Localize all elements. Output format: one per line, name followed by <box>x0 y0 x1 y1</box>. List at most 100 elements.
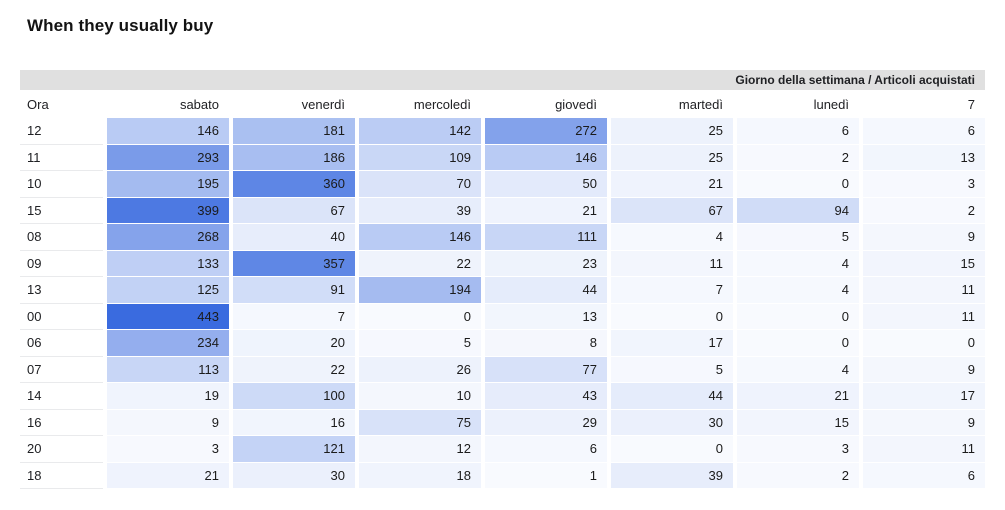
heatmap-cell: 44 <box>485 277 607 304</box>
heatmap-cell: 11 <box>611 250 733 277</box>
table-row: 00 443 7 0 13 0 0 11 <box>20 303 985 330</box>
row-label: 08 <box>20 224 103 251</box>
row-label: 00 <box>20 304 103 330</box>
heatmap-cell: 4 <box>737 250 859 277</box>
heatmap-cell: 6 <box>863 462 985 489</box>
heatmap-cell: 5 <box>737 224 859 251</box>
row-label: 18 <box>20 463 103 489</box>
heatmap-cell: 399 <box>107 197 229 224</box>
heatmap-cell: 360 <box>233 171 355 198</box>
heatmap-cell: 70 <box>359 171 481 198</box>
heatmap-cell: 29 <box>485 409 607 436</box>
column-header-lunedi[interactable]: lunedì <box>813 96 849 112</box>
row-label: 07 <box>20 357 103 383</box>
table-row: 16 9 16 75 29 30 15 9 <box>20 409 985 436</box>
heatmap-cell: 91 <box>233 277 355 304</box>
heatmap-cell: 268 <box>107 224 229 251</box>
heatmap-cell: 111 <box>485 224 607 251</box>
table-header-band-label: Giorno della settimana / Articoli acquis… <box>735 73 975 87</box>
heatmap-cell: 11 <box>863 303 985 330</box>
heatmap-cell: 30 <box>611 409 733 436</box>
heatmap-cell: 6 <box>863 118 985 145</box>
heatmap-cell: 11 <box>863 277 985 304</box>
table-row: 18 21 30 18 1 39 2 6 <box>20 462 985 489</box>
table-row: 08 268 40 146 111 4 5 9 <box>20 224 985 251</box>
heatmap-cell: 16 <box>233 409 355 436</box>
heatmap-cell: 4 <box>737 277 859 304</box>
row-label: 16 <box>20 410 103 436</box>
row-label: 12 <box>20 118 103 145</box>
heatmap-cell: 50 <box>485 171 607 198</box>
heatmap-cell: 357 <box>233 250 355 277</box>
table-row: 14 19 100 10 43 44 21 17 <box>20 383 985 410</box>
heatmap-cell: 26 <box>359 356 481 383</box>
column-header-martedi[interactable]: martedì <box>678 96 723 112</box>
table-row: 15 399 67 39 21 67 94 2 <box>20 197 985 224</box>
heatmap-cell: 94 <box>737 197 859 224</box>
heatmap-cell: 39 <box>359 197 481 224</box>
row-label: 11 <box>20 145 103 171</box>
row-label: 20 <box>20 436 103 463</box>
heatmap-cell: 6 <box>485 436 607 463</box>
heatmap-cell: 2 <box>737 144 859 171</box>
heatmap-cell: 146 <box>107 118 229 145</box>
column-header-mercoledi[interactable]: mercoledì <box>413 96 471 112</box>
heatmap-cell: 121 <box>233 436 355 463</box>
table-row: 12 146 181 142 272 25 6 6 <box>20 118 985 145</box>
heatmap-cell: 6 <box>737 118 859 145</box>
heatmap-cell: 15 <box>863 250 985 277</box>
heatmap-cell: 133 <box>107 250 229 277</box>
column-header-ora[interactable]: Ora <box>27 96 49 112</box>
heatmap-cell: 67 <box>611 197 733 224</box>
column-header-giovedi[interactable]: giovedì <box>555 96 597 112</box>
heatmap-cell: 25 <box>611 144 733 171</box>
column-header-row: Ora sabato venerdì mercoledì giovedì martedì l… <box>20 90 985 118</box>
heatmap-cell: 0 <box>737 171 859 198</box>
heatmap-cell: 0 <box>359 303 481 330</box>
heatmap-cell: 10 <box>359 383 481 410</box>
heatmap-cell: 12 <box>359 436 481 463</box>
heatmap-cell: 2 <box>863 197 985 224</box>
heatmap-cell: 4 <box>737 356 859 383</box>
heatmap-cell: 0 <box>737 330 859 357</box>
heatmap-cell: 142 <box>359 118 481 145</box>
heatmap-cell: 0 <box>611 436 733 463</box>
heatmap-cell: 146 <box>359 224 481 251</box>
row-label: 10 <box>20 171 103 198</box>
heatmap-cell: 23 <box>485 250 607 277</box>
heatmap-cell: 9 <box>107 409 229 436</box>
column-header-venerdi[interactable]: venerdì <box>301 96 345 112</box>
heatmap-cell: 15 <box>737 409 859 436</box>
heatmap-cell: 9 <box>863 409 985 436</box>
heatmap-cell: 9 <box>863 224 985 251</box>
heatmap-cell: 181 <box>233 118 355 145</box>
column-header-7[interactable]: 7 <box>967 96 975 112</box>
row-label: 15 <box>20 198 103 224</box>
heatmap-cell: 293 <box>107 144 229 171</box>
table-row: 07 113 22 26 77 5 4 9 <box>20 356 985 383</box>
heatmap-cell: 21 <box>737 383 859 410</box>
heatmap-cell: 0 <box>863 330 985 357</box>
table-row: 09 133 357 22 23 11 4 15 <box>20 250 985 277</box>
heatmap-cell: 125 <box>107 277 229 304</box>
heatmap-cell: 3 <box>737 436 859 463</box>
heatmap-cell: 21 <box>485 197 607 224</box>
heatmap-cell: 100 <box>233 383 355 410</box>
heatmap-cell: 0 <box>737 303 859 330</box>
heatmap-cell: 17 <box>863 383 985 410</box>
row-label: 14 <box>20 383 103 410</box>
heatmap-cell: 194 <box>359 277 481 304</box>
table-header-band: Giorno della settimana / Articoli acquis… <box>20 70 985 90</box>
heatmap-cell: 5 <box>611 356 733 383</box>
heatmap-cell: 67 <box>233 197 355 224</box>
column-header-sabato[interactable]: sabato <box>179 96 219 112</box>
heatmap-cell: 4 <box>611 224 733 251</box>
heatmap-cell: 9 <box>863 356 985 383</box>
heatmap-cell: 234 <box>107 330 229 357</box>
table-row: 10 195 360 70 50 21 0 3 <box>20 171 985 198</box>
row-label: 06 <box>20 330 103 357</box>
heatmap-cell: 30 <box>233 462 355 489</box>
heatmap-cell: 25 <box>611 118 733 145</box>
heatmap-cell: 109 <box>359 144 481 171</box>
